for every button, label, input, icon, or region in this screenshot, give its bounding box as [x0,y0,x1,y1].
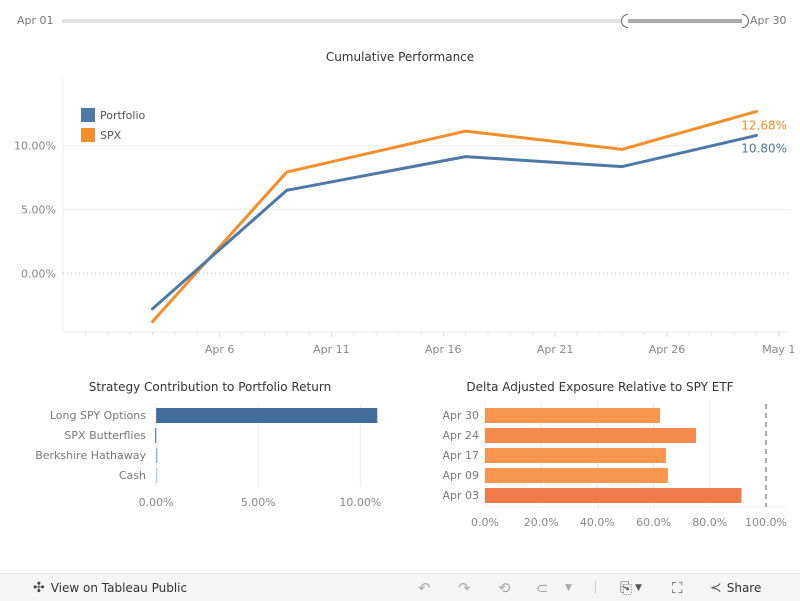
date-slider-start-handle[interactable] [621,14,628,28]
redo-icon[interactable]: ↷ [458,574,471,601]
strategy-contribution-chart: 0.00% 5.00% 10.00% Long SPY Options SPX Butt… [0,400,400,515]
exposure-bar [485,448,666,463]
category-label: Long SPY Options [50,409,146,422]
exposure-bar [485,488,742,503]
dropdown-caret-icon[interactable]: ▼ [565,574,572,601]
refresh-icon[interactable]: ⊂ [536,574,549,601]
y-tick-label: 0.00% [21,267,56,280]
legend-swatch-spx [81,128,95,142]
x-tick-label: 10.00% [339,496,381,509]
portfolio-end-label: 10.80% [741,141,787,155]
x-tick-label: Apr 16 [425,343,462,356]
legend-label-spx: SPX [100,129,122,142]
x-tick-label: 80.0% [692,516,727,529]
category-label: Apr 24 [442,429,479,442]
x-tick-label: Apr 6 [205,343,235,356]
revert-icon[interactable]: ⟲ [498,574,511,601]
strategy-contribution-title: Strategy Contribution to Portfolio Retur… [40,380,380,394]
spx-end-label: 12.68% [741,118,787,132]
date-slider-end-handle[interactable] [742,14,749,28]
strategy-bar [156,448,157,463]
exposure-title: Delta Adjusted Exposure Relative to SPY … [420,380,780,394]
cumulative-performance-chart: 0.00% 5.00% 10.00% Apr 6 Apr 11 Apr 16 Apr 21 A… [0,70,800,370]
category-label: Apr 30 [442,409,479,422]
exposure-bar [485,468,668,483]
x-tick-label: 0.00% [139,496,174,509]
tableau-logo-icon: ✣ [33,580,45,596]
download-button[interactable]: ⎘▼ [620,574,642,601]
category-label: Berkshire Hathaway [35,449,146,462]
download-icon: ⎘ [620,579,632,597]
date-end-label: Apr 30 [750,14,787,27]
tableau-toolbar: ✣ View on Tableau Public ↶ ↷ ⟲ ⊂ ▼ ⎘▼ ⛶ … [0,573,800,601]
share-button[interactable]: ≺ Share [710,574,761,601]
toolbar-divider [595,581,596,594]
category-label: SPX Butterflies [64,429,146,442]
x-tick-label: Apr 11 [313,343,350,356]
fullscreen-icon[interactable]: ⛶ [672,574,683,601]
share-label: Share [727,581,762,595]
x-tick-label: May 1 [762,343,795,356]
cumulative-performance-title: Cumulative Performance [0,50,800,64]
x-tick-label: 5.00% [241,496,276,509]
x-tick-label: 100.0% [745,516,787,529]
x-tick-label: 0.0% [471,516,499,529]
date-slider-selected-range[interactable] [626,19,742,23]
category-label: Apr 17 [442,449,479,462]
date-start-label: Apr 01 [17,14,54,27]
exposure-chart: 0.0% 20.0% 40.0% 60.0% 80.0% 100.0% Apr 30 Apr … [420,400,800,535]
share-icon: ≺ [710,580,722,596]
download-caret-icon: ▼ [635,583,642,593]
category-label: Cash [119,469,146,482]
x-tick-label: 40.0% [580,516,615,529]
series-line-spx [152,111,756,321]
x-tick-label: Apr 21 [537,343,574,356]
category-label: Apr 09 [442,469,479,482]
strategy-bar [156,468,157,483]
strategy-bar [156,408,377,423]
exposure-bar [485,408,660,423]
x-tick-label: 60.0% [636,516,671,529]
strategy-bar [155,428,156,443]
y-tick-label: 5.00% [21,203,56,216]
x-tick-label: Apr 26 [649,343,686,356]
x-tick-label: 20.0% [524,516,559,529]
view-on-tableau-label: View on Tableau Public [51,581,187,595]
legend-label-portfolio: Portfolio [100,109,146,122]
category-label: Apr 03 [442,489,479,502]
legend-swatch-portfolio [81,108,95,122]
exposure-bar [485,428,696,443]
view-on-tableau-link[interactable]: ✣ View on Tableau Public [33,574,187,601]
y-tick-label: 10.00% [14,140,56,153]
undo-icon[interactable]: ↶ [418,574,431,601]
